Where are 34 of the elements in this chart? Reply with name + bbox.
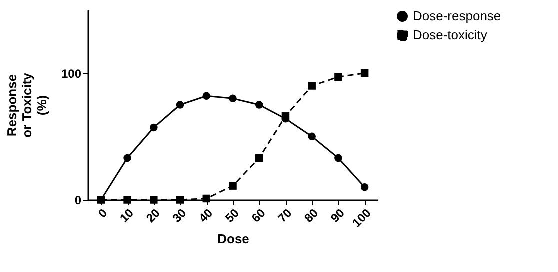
x-tick-label: 10 <box>117 206 137 226</box>
point <box>229 182 237 190</box>
point <box>360 183 369 192</box>
point <box>282 112 290 120</box>
point <box>150 124 158 132</box>
x-tick-label: 60 <box>249 206 269 226</box>
x-tick-label: 0 <box>96 206 110 221</box>
x-tick-label: 20 <box>144 206 164 226</box>
point <box>255 154 264 162</box>
x-tick-label: 90 <box>328 206 348 226</box>
y-axis-title: Response or Toxicity (%) <box>4 72 50 138</box>
x-tick-label: 80 <box>302 206 322 226</box>
x-axis-title: Dose <box>218 231 250 246</box>
x-tick-label: 50 <box>222 206 242 226</box>
point <box>229 94 237 103</box>
point <box>176 196 184 204</box>
legend-label: Dose-response <box>413 8 502 24</box>
x-tick-label: 70 <box>275 206 295 226</box>
point <box>334 154 342 162</box>
x-tick-label: 30 <box>170 206 190 226</box>
point <box>255 101 264 109</box>
point <box>202 92 211 100</box>
point <box>360 69 369 78</box>
point <box>176 101 184 109</box>
x-tick-label: 40 <box>196 206 216 226</box>
point <box>202 194 211 203</box>
point <box>334 73 342 82</box>
point <box>308 82 316 90</box>
x-tick-label: 100 <box>350 206 374 230</box>
point <box>308 132 316 141</box>
point <box>124 154 132 162</box>
point <box>124 196 132 204</box>
point <box>150 196 158 204</box>
legend-label: Dose-toxicity <box>413 28 488 42</box>
